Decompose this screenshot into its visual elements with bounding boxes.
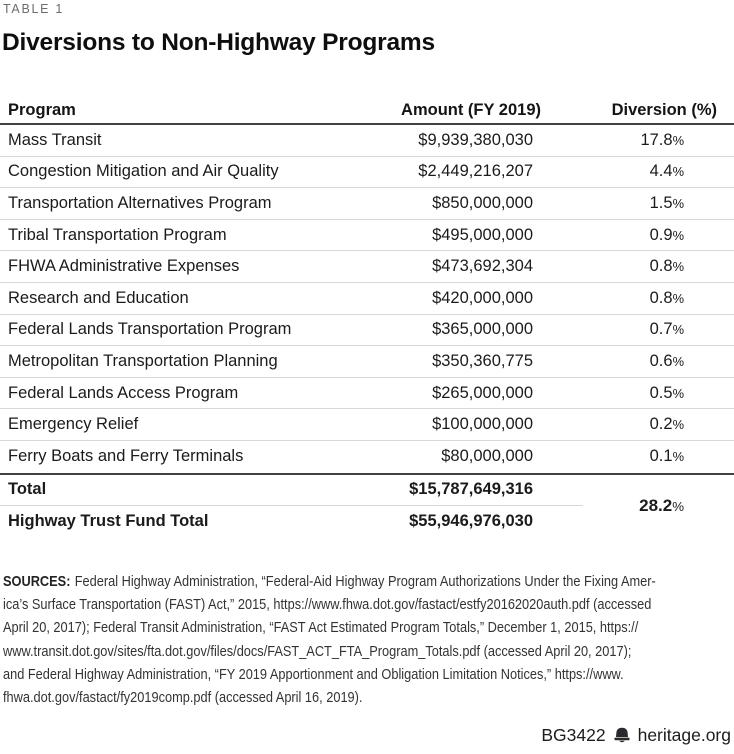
diversion-cell: 4.4% xyxy=(649,162,684,181)
program-cell: Ferry Boats and Ferry Terminals xyxy=(8,447,244,466)
table-row: Research and Education $420,000,000 0.8% xyxy=(0,283,734,315)
diversion-cell: 0.8% xyxy=(649,288,684,307)
amount-cell: $265,000,000 xyxy=(432,383,533,402)
program-cell: Emergency Relief xyxy=(8,415,139,434)
table-body: Mass Transit $9,939,380,030 17.8% Conges… xyxy=(0,125,734,473)
amount-cell: $495,000,000 xyxy=(432,225,533,244)
diversion-cell: 0.5% xyxy=(649,383,684,402)
sources-note: SOURCES: Federal Highway Administration, … xyxy=(3,570,734,709)
table-row: Federal Lands Transportation Program $36… xyxy=(0,315,734,347)
highway-trust-fund-total-label: Highway Trust Fund Total xyxy=(8,512,209,531)
column-header-program: Program xyxy=(8,101,76,119)
amount-cell: $420,000,000 xyxy=(432,288,533,307)
highway-trust-fund-total-row: Highway Trust Fund Total $55,946,976,030 xyxy=(0,506,583,538)
program-cell: Federal Lands Transportation Program xyxy=(8,320,292,339)
column-header-amount: Amount (FY 2019) xyxy=(401,101,541,119)
program-cell: Congestion Mitigation and Air Quality xyxy=(8,162,279,181)
liberty-bell-icon xyxy=(613,727,631,744)
footer: BG3422 heritage.org xyxy=(541,725,731,746)
combined-diversion-value: 28.2% xyxy=(639,496,684,516)
program-cell: Mass Transit xyxy=(8,130,102,149)
table-row: Tribal Transportation Program $495,000,0… xyxy=(0,220,734,252)
total-amount: $15,787,649,316 xyxy=(409,480,533,499)
amount-cell: $100,000,000 xyxy=(432,415,533,434)
diversion-cell: 17.8% xyxy=(640,130,684,149)
table-header-row: Program Amount (FY 2019) Diversion (%) xyxy=(0,98,734,125)
table-row: Federal Lands Access Program $265,000,00… xyxy=(0,378,734,410)
table-row: Emergency Relief $100,000,000 0.2% xyxy=(0,409,734,441)
program-cell: Tribal Transportation Program xyxy=(8,225,227,244)
table-row: Transportation Alternatives Program $850… xyxy=(0,188,734,220)
diversion-cell: 0.8% xyxy=(649,257,684,276)
report-id: BG3422 xyxy=(541,725,606,745)
total-label: Total xyxy=(8,480,47,499)
table-row: Metropolitan Transportation Planning $35… xyxy=(0,346,734,378)
diversion-cell: 0.2% xyxy=(649,415,684,434)
diversion-cell: 0.1% xyxy=(649,447,684,466)
program-cell: Metropolitan Transportation Planning xyxy=(8,351,278,370)
highway-trust-fund-total-amount: $55,946,976,030 xyxy=(409,512,533,531)
site-link[interactable]: heritage.org xyxy=(637,725,731,745)
program-cell: FHWA Administrative Expenses xyxy=(8,257,240,276)
program-cell: Transportation Alternatives Program xyxy=(8,193,272,212)
program-cell: Research and Education xyxy=(8,288,189,307)
page-title: Diversions to Non-Highway Programs xyxy=(2,29,435,56)
totals-section: Total $15,787,649,316 Highway Trust Fund… xyxy=(0,472,734,538)
amount-cell: $473,692,304 xyxy=(432,257,533,276)
diversion-cell: 1.5% xyxy=(649,193,684,212)
total-row: Total $15,787,649,316 xyxy=(0,475,583,507)
diversion-cell: 0.7% xyxy=(649,320,684,339)
amount-cell: $350,360,775 xyxy=(432,351,533,370)
sources-text: Federal Highway Administration, “Federal… xyxy=(3,573,656,707)
program-cell: Federal Lands Access Program xyxy=(8,383,239,402)
amount-cell: $850,000,000 xyxy=(432,193,533,212)
table-row: Congestion Mitigation and Air Quality $2… xyxy=(0,157,734,189)
amount-cell: $9,939,380,030 xyxy=(418,130,533,149)
column-header-diversion: Diversion (%) xyxy=(611,101,717,119)
amount-cell: $80,000,000 xyxy=(441,447,533,466)
sources-label: SOURCES: xyxy=(3,573,71,590)
totals-left-block: Total $15,787,649,316 Highway Trust Fund… xyxy=(0,475,583,538)
diversions-table: Program Amount (FY 2019) Diversion (%) M… xyxy=(0,98,734,538)
diversion-cell: 0.9% xyxy=(649,225,684,244)
amount-cell: $365,000,000 xyxy=(432,320,533,339)
table-row: Ferry Boats and Ferry Terminals $80,000,… xyxy=(0,441,734,473)
table-row: Mass Transit $9,939,380,030 17.8% xyxy=(0,125,734,157)
table-number-label: TABLE 1 xyxy=(3,2,64,16)
diversion-cell: 0.6% xyxy=(649,351,684,370)
table-row: FHWA Administrative Expenses $473,692,30… xyxy=(0,251,734,283)
amount-cell: $2,449,216,207 xyxy=(418,162,533,181)
